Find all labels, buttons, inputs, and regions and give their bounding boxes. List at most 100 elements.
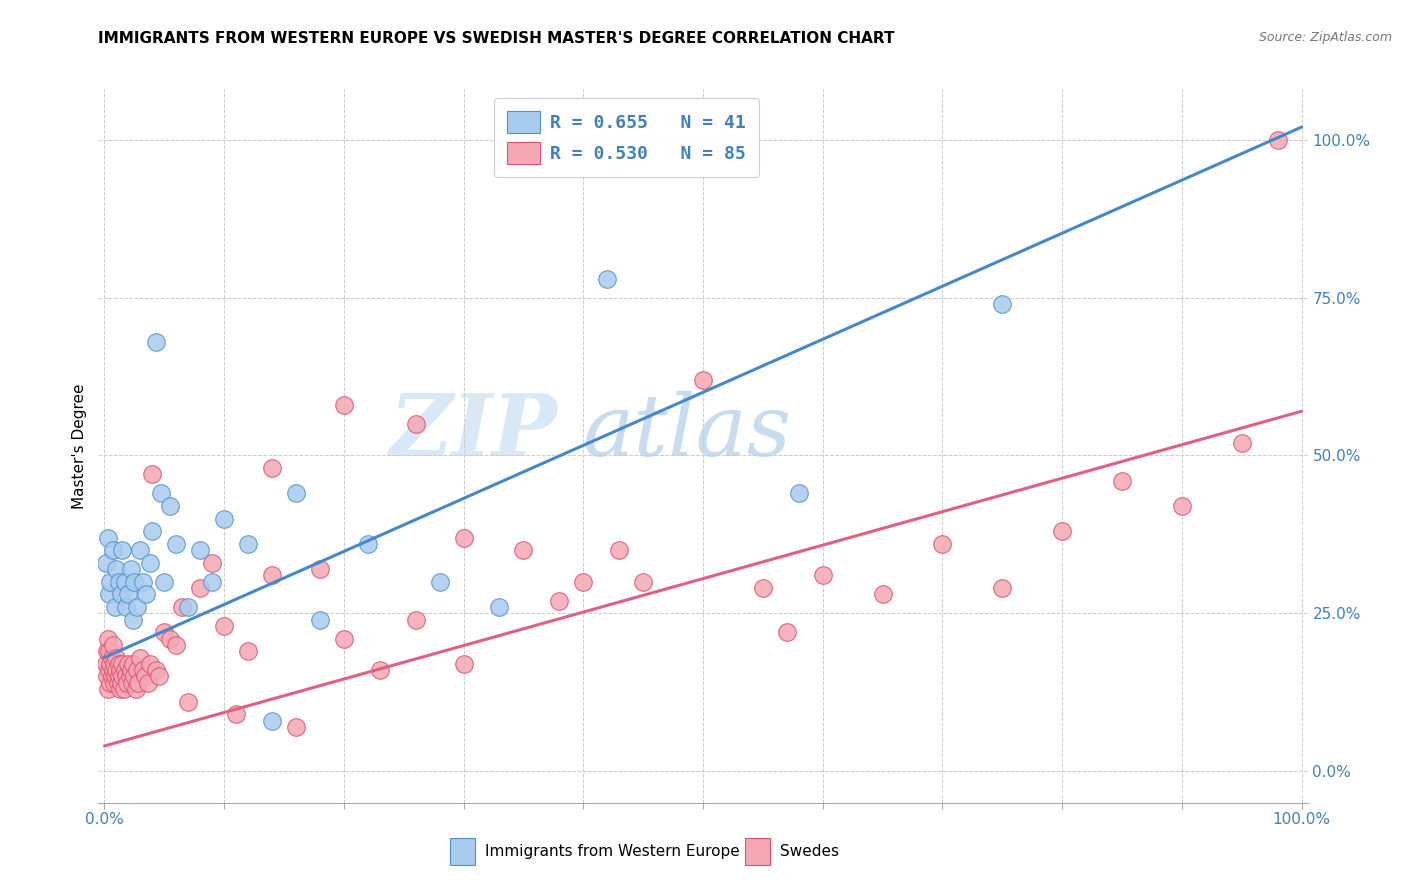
Point [97,632,120,646]
Point [94,556,117,570]
Point [201,574,224,589]
Point [127,675,149,690]
Point [132,663,155,677]
Point [105,562,128,576]
Point [1267,133,1289,147]
Point [357,537,380,551]
Point [103,657,125,671]
Point [991,297,1014,311]
Point [225,707,247,722]
Point [121,675,143,690]
Point [111,657,134,671]
Point [117,587,139,601]
Point [148,669,170,683]
Point [512,543,534,558]
Point [548,593,571,607]
Point [453,657,475,671]
Point [129,650,152,665]
Point [931,537,953,551]
Point [631,574,654,589]
Point [114,574,136,589]
Point [405,613,427,627]
Point [100,675,122,690]
Point [98,587,121,601]
Text: Source: ZipAtlas.com: Source: ZipAtlas.com [1258,31,1392,45]
Point [124,682,146,697]
Point [145,663,167,677]
Point [752,581,775,595]
Point [139,657,162,671]
Point [125,663,148,677]
Point [368,663,391,677]
Legend: R = 0.655   N = 41, R = 0.530   N = 85: R = 0.655 N = 41, R = 0.530 N = 85 [495,98,759,177]
Point [110,675,132,690]
Point [110,587,132,601]
Point [108,663,131,677]
Point [201,556,224,570]
Point [111,669,134,683]
Point [453,531,475,545]
Text: 0.0%: 0.0% [84,813,124,827]
Point [129,543,152,558]
Point [165,537,187,551]
Point [165,638,187,652]
Point [107,675,129,690]
Point [98,644,121,658]
Point [153,574,176,589]
Point [105,663,128,677]
Point [122,613,145,627]
Point [103,675,125,690]
Point [145,334,167,349]
Point [776,625,799,640]
Point [309,562,332,576]
Point [136,675,159,690]
Point [212,511,235,525]
Point [153,625,176,640]
Point [105,650,128,665]
Point [139,556,162,570]
Point [488,600,510,615]
Point [572,574,595,589]
Point [96,669,118,683]
Point [236,644,259,658]
Point [405,417,427,431]
Point [100,574,122,589]
Point [172,600,194,615]
Point [104,600,127,615]
Point [120,663,142,677]
Point [596,271,619,285]
Point [1111,474,1133,488]
Point [115,600,138,615]
Point [787,486,810,500]
Point [159,632,181,646]
Point [97,531,120,545]
Point [97,682,120,697]
Point [177,695,200,709]
Point [114,663,136,677]
Point [118,669,141,683]
Point [991,581,1014,595]
Point [115,675,138,690]
Point [811,568,834,582]
Point [260,568,283,582]
Point [141,524,163,539]
Point [112,682,135,697]
Point [260,461,283,475]
Text: ZIP: ZIP [389,390,558,474]
Y-axis label: Master's Degree: Master's Degree [72,384,87,508]
Point [333,398,356,412]
Point [100,657,122,671]
Point [104,669,127,683]
Point [177,600,200,615]
Text: Swedes: Swedes [780,845,839,859]
Point [212,619,235,633]
Text: Immigrants from Western Europe: Immigrants from Western Europe [485,845,740,859]
Point [692,373,714,387]
Point [117,657,139,671]
Text: atlas: atlas [582,391,792,473]
Point [1171,499,1194,513]
Point [101,663,124,677]
Point [94,657,117,671]
Point [101,543,124,558]
Point [125,600,148,615]
